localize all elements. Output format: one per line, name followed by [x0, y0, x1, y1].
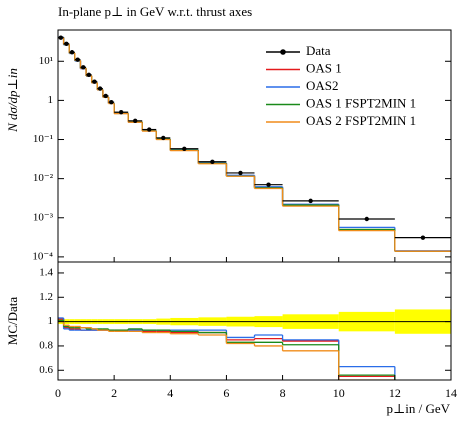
data-point: [69, 50, 75, 55]
data-point: [92, 79, 97, 84]
data-point: [86, 72, 92, 78]
ratio-tick-label: 1.2: [39, 291, 53, 303]
ratio-tick-label: 0.8: [39, 339, 53, 351]
data-point: [109, 99, 114, 105]
ratio-frame: [57, 261, 452, 381]
legend-label: OAS 2 FSPT2MIN 1: [306, 113, 416, 128]
data-point: [308, 198, 313, 204]
legend: Data OAS 1 OAS2 OAS 1 FSPT2MIN 1 OAS 2 FSPT2…: [266, 43, 416, 128]
x-tick-label: 8: [280, 386, 286, 400]
ratio-axis-label: MC/Data: [5, 297, 20, 346]
main-panel: [58, 35, 451, 252]
legend-label: Data: [306, 43, 331, 58]
ratio-tick-label: 1: [48, 315, 54, 327]
x-tick-label: 2: [111, 386, 117, 400]
data-point: [210, 159, 215, 164]
ratio-panel: [58, 309, 451, 380]
legend-label: OAS 1 FSPT2MIN 1: [306, 95, 416, 110]
x-tick-label: 6: [223, 386, 229, 400]
data-point: [103, 93, 108, 99]
data-point: [420, 235, 426, 240]
data-point: [266, 182, 271, 187]
data-point: [364, 216, 369, 222]
y-tick-label: 1: [48, 94, 54, 106]
legend-marker: [280, 49, 286, 55]
y-tick-label: 10⁻⁴: [32, 250, 53, 262]
data-point: [182, 146, 187, 151]
data-point: [238, 170, 243, 176]
ratio-tick-label: 1.4: [39, 266, 53, 278]
x-tick-label: 10: [333, 386, 345, 400]
data-point: [97, 86, 103, 91]
y-tick-label: 10⁻²: [33, 172, 54, 184]
y-tick-label: 10¹: [39, 55, 53, 67]
x-tick-label: 0: [55, 386, 61, 400]
x-tick-label: 14: [445, 386, 457, 400]
y-tick-label: 10⁻³: [33, 211, 54, 223]
data-point: [58, 35, 64, 40]
data-point: [132, 118, 138, 124]
x-tick-label: 12: [389, 386, 401, 400]
x-tick-label: 4: [167, 386, 173, 400]
y-tick-label: 10⁻¹: [33, 133, 53, 145]
data-point: [161, 135, 166, 141]
ratio-tick-label: 0.6: [39, 364, 53, 376]
legend-label: OAS 1: [306, 60, 342, 75]
legend-label: OAS2: [306, 78, 339, 93]
chart-title: In-plane p⊥ in GeV w.r.t. thrust axes: [58, 4, 252, 19]
axes: 0 2 4 6 8 10 12 14 10⁻⁴ 10⁻³ 10⁻² 10⁻¹ 1 10¹ 0.6 0.8 1 1.…: [32, 55, 457, 400]
x-axis-label: p⊥in / GeV: [387, 401, 451, 416]
data-point: [81, 65, 86, 70]
data-point: [64, 41, 69, 46]
data-point: [75, 57, 80, 62]
data-point: [147, 127, 152, 132]
data-point: [118, 109, 124, 115]
y-axis-label: N dσ/dp⊥in: [5, 68, 20, 133]
